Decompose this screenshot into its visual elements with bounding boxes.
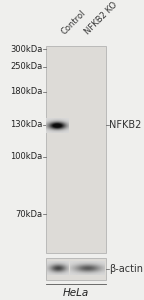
Text: 70kDa: 70kDa [16, 210, 43, 219]
Bar [46, 258, 106, 280]
Text: NFKB2 KO: NFKB2 KO [83, 0, 120, 36]
Text: HeLa: HeLa [62, 288, 89, 298]
Text: 130kDa: 130kDa [10, 120, 43, 129]
Text: 100kDa: 100kDa [10, 152, 43, 161]
Text: 250kDa: 250kDa [10, 62, 43, 71]
Text: Control: Control [60, 8, 88, 36]
Text: 180kDa: 180kDa [10, 87, 43, 96]
Text: 300kDa: 300kDa [10, 45, 43, 54]
Text: β-actin: β-actin [109, 264, 143, 274]
Bar [46, 46, 106, 253]
Text: NFKB2: NFKB2 [109, 120, 142, 130]
